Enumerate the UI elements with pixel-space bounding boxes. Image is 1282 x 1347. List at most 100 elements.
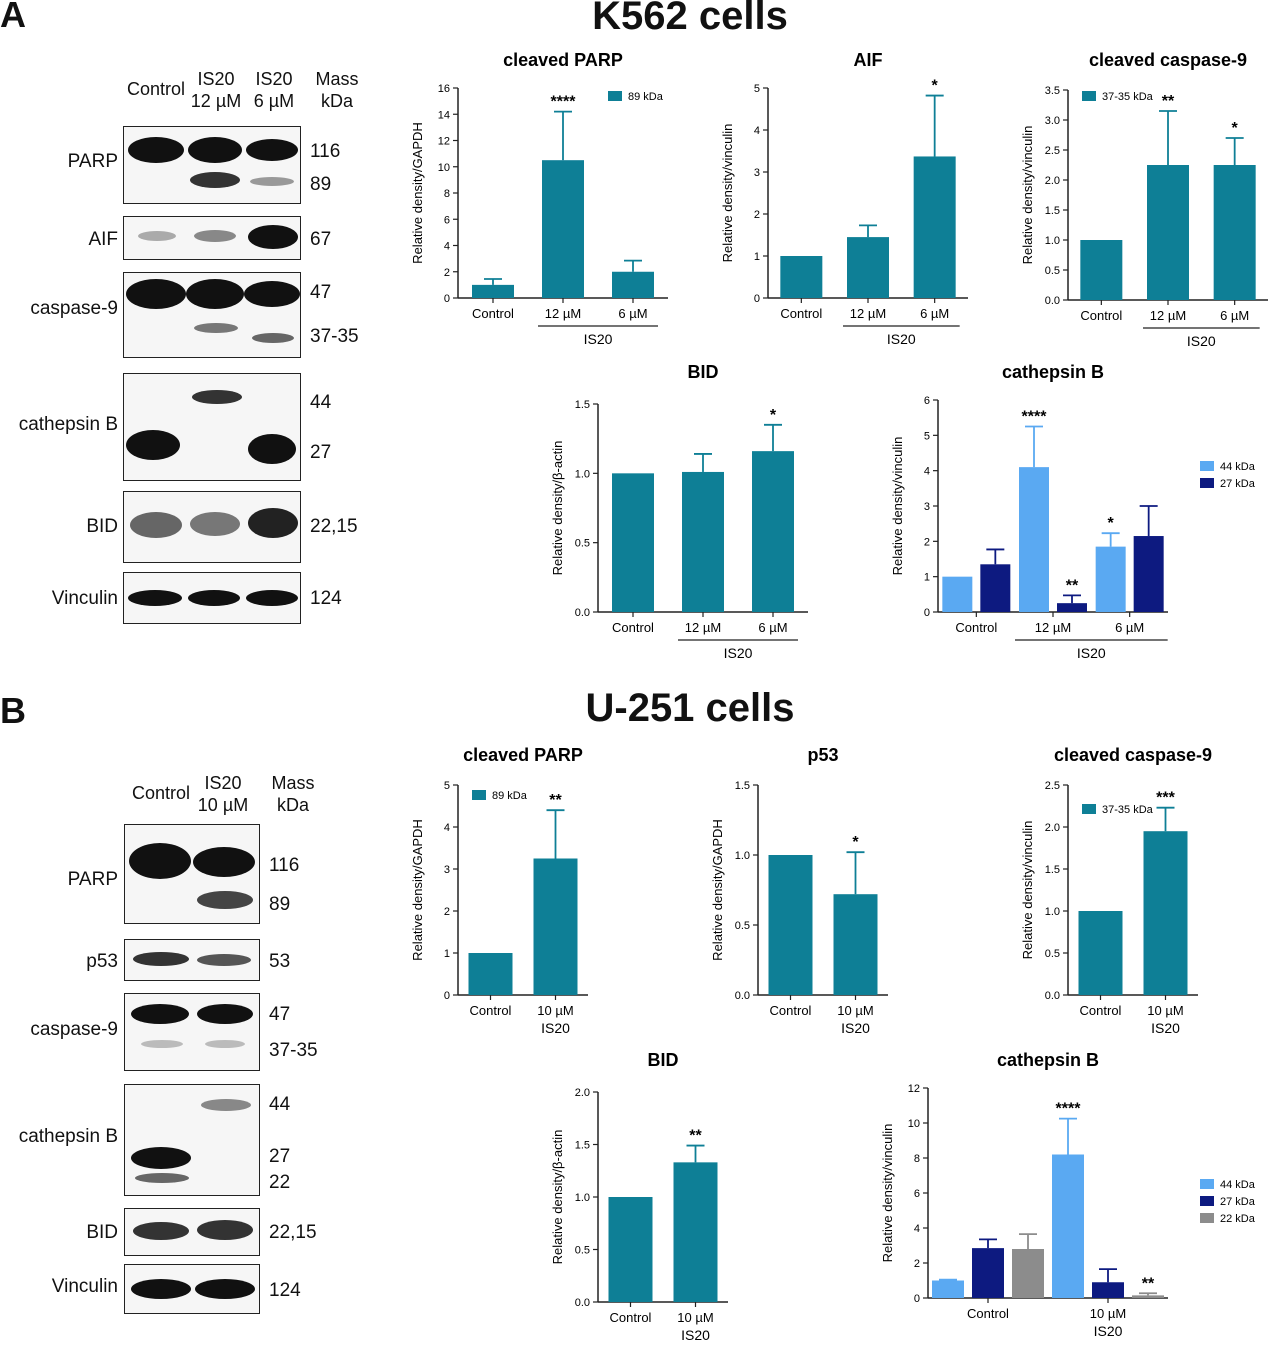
- bar: [1057, 603, 1087, 612]
- bar: [673, 1162, 718, 1302]
- y-axis-label: Relative density/vinculin: [880, 1124, 895, 1263]
- y-tick-label: 1.5: [575, 1140, 590, 1152]
- x-tick-label: 10 µM: [1147, 1003, 1183, 1018]
- y-tick-label: 2: [914, 1258, 920, 1270]
- x-tick-label: Control: [770, 1003, 812, 1018]
- blot-a-mass-47: 47: [310, 282, 332, 303]
- y-tick-label: 5: [924, 430, 930, 442]
- blot-b-mass-header: Mass kDa: [271, 773, 315, 815]
- blot-b-label-p53: p53: [86, 951, 118, 972]
- legend-swatch: [1200, 1196, 1214, 1206]
- bar: [1147, 165, 1189, 300]
- bar: [1132, 1295, 1164, 1298]
- chart-b-cleaved-caspase9: cleaved caspase-9 Relative density/vincul…: [1020, 745, 1212, 1036]
- x-tick-label: Control: [612, 620, 654, 635]
- group-label: IS20: [541, 1020, 570, 1036]
- y-axis-label: Relative density/vinculin: [890, 437, 905, 576]
- group-label: IS20: [1187, 333, 1216, 349]
- y-tick-label: 0: [444, 293, 450, 305]
- x-tick-label: 10 µM: [837, 1003, 873, 1018]
- group-label: IS20: [887, 331, 916, 347]
- y-tick-label: 2.0: [575, 1087, 590, 1099]
- group-label: IS20: [1094, 1323, 1123, 1339]
- y-tick-label: 4: [914, 1223, 920, 1235]
- chart-title: cleaved PARP: [463, 745, 583, 765]
- significance-mark: **: [1066, 577, 1079, 594]
- panel-letter-b: B: [0, 690, 26, 731]
- y-tick-label: 2: [924, 536, 930, 548]
- significance-mark: **: [1162, 93, 1175, 110]
- blot-b-label-bid: BID: [86, 1222, 118, 1243]
- y-tick-label: 8: [444, 188, 450, 200]
- significance-mark: *: [932, 78, 939, 95]
- y-tick-label: 6: [444, 214, 450, 226]
- significance-mark: ****: [551, 94, 577, 111]
- y-tick-label: 0: [754, 293, 760, 305]
- y-axis-label: Relative density/β-actin: [550, 1130, 565, 1265]
- blot-a-mass-22-15: 22,15: [310, 516, 358, 537]
- blot-b-col-is20-10: IS20 10 µM: [197, 773, 249, 815]
- chart-a-cathepsinb: cathepsin B Relative density/vinculin 0 1 2 3…: [890, 362, 1256, 661]
- significance-mark: **: [689, 1128, 702, 1145]
- blot-a-mass-44: 44: [310, 392, 332, 413]
- bar: [780, 256, 823, 298]
- y-tick-label: 3: [754, 167, 760, 179]
- y-tick-label: 16: [438, 83, 450, 95]
- blot-b-label-caspase9: caspase-9: [30, 1019, 118, 1040]
- y-tick-label: 1.5: [735, 780, 750, 792]
- chart-a-bid: BID Relative density/β-actin 0.0 0.5 1.0 1.5 C…: [550, 362, 808, 661]
- x-tick-label: 12 µM: [685, 620, 721, 635]
- chart-title: BID: [688, 362, 719, 382]
- y-tick-label: 2: [444, 906, 450, 918]
- y-tick-label: 10: [908, 1118, 920, 1130]
- blot-b-mass-124: 124: [269, 1280, 301, 1301]
- bar: [768, 855, 813, 995]
- y-tick-label: 1.5: [1045, 205, 1060, 217]
- significance-mark: *: [1232, 120, 1239, 137]
- y-tick-label: 0.0: [1045, 295, 1060, 307]
- y-tick-label: 0: [924, 607, 930, 619]
- legend-swatch: [1200, 1179, 1214, 1189]
- y-tick-label: 0.5: [1045, 265, 1060, 277]
- significance-mark: **: [549, 792, 562, 809]
- bar: [833, 894, 878, 995]
- chart-title: AIF: [854, 50, 883, 70]
- blot-b-col-control: Control: [131, 783, 191, 803]
- legend-swatch: [1082, 804, 1096, 814]
- bar: [1019, 467, 1049, 612]
- bar: [847, 237, 889, 298]
- legend-label: 37-35 kDa: [1102, 91, 1154, 103]
- y-tick-label: 2.0: [1045, 175, 1060, 187]
- x-tick-label: 12 µM: [1150, 308, 1186, 323]
- panel-letter-a: A: [0, 0, 26, 35]
- blot-a-label-caspase9: caspase-9: [30, 298, 118, 319]
- x-tick-label: Control: [472, 306, 514, 321]
- chart-b-cathepsinb: cathepsin B Relative density/vinculin 0 2 4 6…: [880, 1050, 1256, 1339]
- y-tick-label: 5: [444, 780, 450, 792]
- x-tick-label: 12 µM: [545, 306, 581, 321]
- y-tick-label: 0.0: [735, 990, 750, 1002]
- legend-swatch: [608, 91, 622, 101]
- chart-b-bid: BID Relative density/β-actin 0.0 0.5 1.0 1.5 2…: [550, 1050, 728, 1343]
- bar: [752, 451, 794, 612]
- y-tick-label: 0.5: [575, 538, 590, 550]
- chart-a-cleaved-caspase9: cleaved caspase-9 Relative density/vincul…: [1020, 50, 1268, 349]
- legend-swatch: [1200, 1213, 1214, 1223]
- y-tick-label: 0.0: [575, 607, 590, 619]
- blot-b-mass-27: 27: [269, 1146, 291, 1167]
- y-tick-label: 2.0: [1045, 822, 1060, 834]
- y-axis-label: Relative density/vinculin: [720, 124, 735, 263]
- y-tick-label: 1.0: [1045, 235, 1060, 247]
- y-tick-label: 0: [444, 990, 450, 1002]
- blot-a-mass-89: 89: [310, 174, 332, 195]
- bar: [913, 156, 956, 298]
- y-tick-label: 12: [438, 136, 450, 148]
- blot-b-cathepsinb: [124, 1084, 260, 1196]
- x-tick-label: 6 µM: [1220, 308, 1249, 323]
- y-tick-label: 1: [754, 251, 760, 263]
- legend-label: 27 kDa: [1220, 478, 1256, 490]
- legend-swatch: [1200, 478, 1214, 488]
- bar: [542, 160, 584, 298]
- x-tick-label: Control: [470, 1003, 512, 1018]
- blot-b-caspase9: [124, 993, 260, 1071]
